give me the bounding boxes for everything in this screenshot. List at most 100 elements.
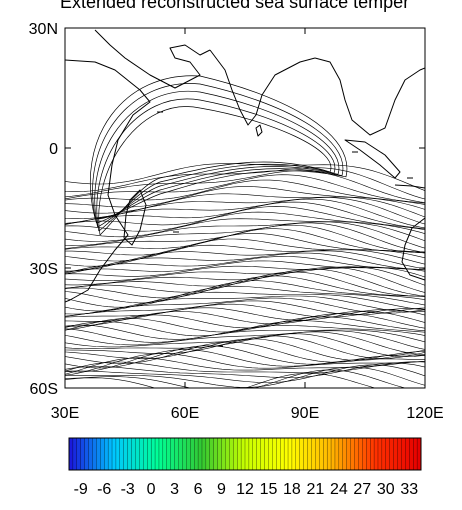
colorbar-swatch [240,437,246,471]
colorbar-swatch [315,437,320,471]
colorbar-label: 30 [377,481,395,498]
colorbar-swatch [111,437,117,471]
colorbar-swatch [373,437,379,471]
contour-line [65,267,425,293]
sst-contours [65,75,425,388]
colorbar-swatch [221,437,226,471]
contour-line [65,353,425,376]
contour-line [65,335,425,359]
contour-line [65,266,425,286]
lat-tick-label: 60S [30,381,58,398]
colorbar-swatch [307,437,312,471]
colorbar-label: 9 [217,481,226,498]
colorbar-swatch [213,437,219,471]
contour-line [65,252,425,275]
lon-tick-label: 60E [171,405,199,422]
colorbar-frame [68,437,422,471]
colorbar-swatch [326,437,332,471]
contour-line [65,228,425,253]
contour-line [65,291,425,312]
contour-line [65,211,425,235]
contour-line [65,349,425,373]
colorbar-swatch [405,437,410,471]
lat-tick-label: 0 [49,141,58,158]
colorbar-swatch [311,437,316,471]
colorbar-swatch [330,437,336,471]
contour-line [65,357,425,375]
colorbar-swatch [346,437,352,471]
colorbar-swatch [303,437,309,471]
coastline [344,139,401,179]
colorbar-swatch [96,437,101,471]
colorbar-swatch [381,437,387,471]
colorbar-swatch [409,437,414,471]
colorbar-swatch [393,437,398,471]
coastline [394,184,425,189]
contour-line [65,238,425,262]
colorbar-swatch [143,437,148,471]
colorbar-swatch [272,437,277,471]
colorbar-label: -6 [97,481,111,498]
colorbar-label: 15 [260,481,278,498]
contour-line [65,233,425,256]
colorbar-swatch [229,437,234,471]
contour-line [65,362,425,378]
colorbar-swatch [291,437,297,471]
lon-tick-label: 90E [291,405,319,422]
colorbar-swatch [280,437,285,471]
colorbar-label: 3 [170,481,179,498]
contour-line [65,170,425,203]
contour-line [65,174,425,204]
colorbar-swatch [248,437,254,471]
contour-line [65,244,425,267]
colorbar-swatch [401,437,406,471]
contour-line [65,285,425,308]
contour-line [65,366,425,388]
contour-line [65,250,425,272]
colorbar-label: -3 [121,481,135,498]
colorbar-swatch [107,437,113,471]
contour-line [65,265,425,278]
coastline [401,217,425,281]
colorbar-swatch [80,437,86,471]
contour-line [65,369,407,388]
coastline [255,124,263,137]
lat-tick-label: 30S [30,261,58,278]
lon-tick-label: 30E [51,405,79,422]
colorbar-swatch [158,437,164,471]
contour-line [65,372,377,388]
contour-line [65,222,425,253]
colorbar-swatch [147,437,152,471]
colorbar-swatch [366,437,371,471]
colorbar-swatch [209,437,215,471]
colorbar-swatch [72,437,78,471]
coastlines [65,29,425,347]
contour-line [65,345,425,369]
colorbar-swatch [182,437,187,471]
coastline [65,59,151,303]
contour-line [65,163,425,191]
colorbar-swatch [139,437,144,471]
contour-line [65,333,425,357]
colorbar-swatch [154,437,160,471]
colorbar-swatch [350,437,355,471]
coastline [123,189,147,246]
colorbar-swatch [287,437,293,471]
colorbar-swatch [115,437,121,471]
colorbar-swatch [217,437,222,471]
colorbar-swatch [276,437,281,471]
colorbar-swatch [256,437,262,471]
colorbar-swatch [68,437,74,471]
colorbar-swatch [268,437,273,471]
contour-line [65,268,425,297]
colorbar-swatch [358,437,363,471]
colorbar-swatch [264,437,269,471]
contour-line [65,218,425,242]
contour-line [65,179,425,205]
coastline [209,49,316,126]
contour-line [65,186,425,210]
contour-line [65,310,425,327]
contour-line [65,256,425,274]
contour-line [90,75,348,220]
